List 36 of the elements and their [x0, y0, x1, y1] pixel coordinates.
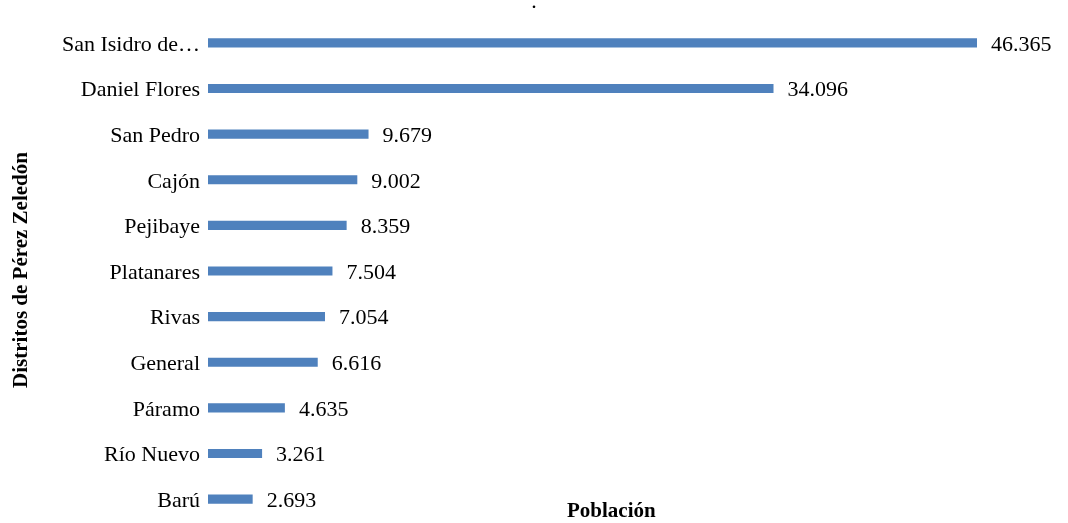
bar	[208, 266, 333, 276]
y-tick-label: Cajón	[147, 167, 200, 193]
y-tick-label: San Isidro de…	[61, 30, 200, 56]
y-axis-title: Distritos de Pérez Zeledón	[7, 152, 33, 388]
bar	[208, 494, 253, 504]
data-label: 3.261	[276, 441, 326, 467]
bar	[208, 403, 285, 413]
bar	[208, 129, 369, 139]
bar	[208, 83, 774, 94]
y-tick-label: Pejibaye	[124, 213, 200, 239]
data-label: 9.002	[371, 167, 421, 193]
data-label: 34.096	[787, 76, 849, 102]
data-label: 8.359	[360, 213, 411, 239]
y-tick-label: Río Nuevo	[104, 441, 200, 467]
data-label: 4.635	[298, 395, 349, 421]
y-tick-label: Daniel Flores	[80, 76, 200, 102]
data-label: 46.365	[991, 30, 1052, 56]
data-label: 7.504	[346, 258, 396, 284]
bar	[208, 38, 977, 48]
y-tick-label: Barú	[157, 486, 200, 512]
x-axis-title: Población	[567, 498, 656, 523]
y-tick-label: Rivas	[149, 304, 200, 330]
bar	[208, 357, 318, 367]
bar	[208, 312, 325, 322]
y-tick-label: San Pedro	[110, 121, 200, 147]
chart-title: .	[530, 0, 538, 14]
y-tick-label: Páramo	[132, 395, 200, 421]
data-label: 7.054	[339, 304, 389, 330]
data-label: 6.616	[331, 350, 382, 376]
bar	[208, 175, 358, 185]
bar	[208, 448, 263, 459]
y-tick-label: General	[130, 350, 200, 376]
data-label: 2.693	[266, 486, 317, 512]
data-label: 9.679	[382, 121, 433, 147]
bar	[208, 220, 347, 230]
y-tick-label: Platanares	[109, 258, 200, 284]
